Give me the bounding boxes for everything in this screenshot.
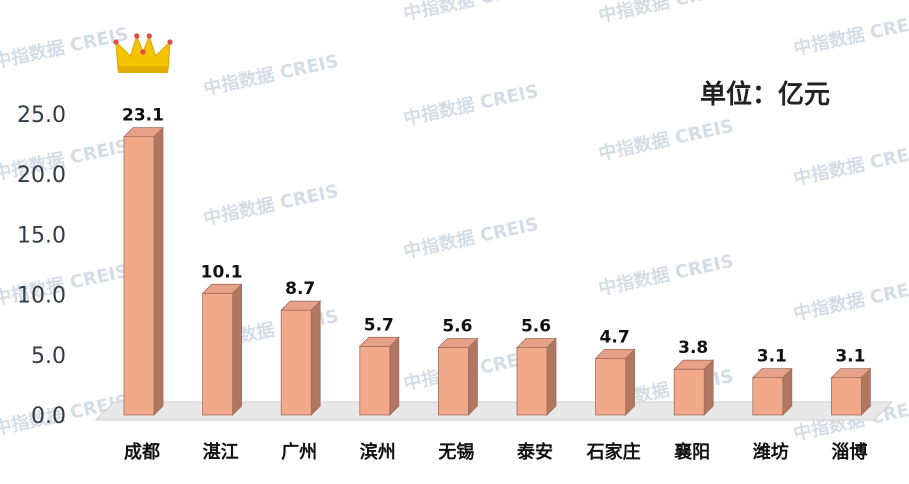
bar-淄博 (830, 367, 872, 416)
bar-side (389, 336, 400, 416)
bar-top (280, 300, 322, 311)
data-label: 10.1 (201, 262, 243, 282)
x-tick-label: 潍坊 (753, 441, 789, 463)
watermark-text: 中指数据 CREIS (401, 80, 540, 130)
bar-top (201, 283, 243, 294)
bar-top (437, 338, 479, 348)
y-tick-label: 15.0 (17, 223, 66, 248)
y-tick-label: 0.0 (31, 404, 66, 429)
crown-jewel (140, 49, 146, 55)
bar-top (123, 127, 164, 138)
bar-side (703, 359, 714, 416)
bar-side (232, 283, 243, 416)
bar-top (358, 336, 400, 347)
y-tick-label: 5.0 (31, 344, 66, 369)
y-axis: 0.0 5.0 10.0 15.0 20.0 25.0 (17, 103, 66, 429)
bar-top (516, 338, 557, 348)
bar-top (594, 348, 636, 359)
data-label: 3.8 (678, 338, 708, 358)
bar-side (546, 337, 557, 416)
watermark-text: 中指数据 CREIS (791, 140, 909, 190)
bar-石家庄 (594, 348, 636, 416)
bar-front (123, 136, 155, 416)
x-axis: 成都 湛江 广州 滨州 无锡 泰安 石家庄 襄阳 潍坊 淄博 (124, 441, 867, 463)
x-tick-label: 滨州 (360, 441, 396, 463)
data-label: 3.1 (835, 347, 865, 367)
y-tick-label: 25.0 (17, 103, 66, 128)
bar-front (831, 377, 862, 416)
data-label: 23.1 (122, 106, 164, 126)
bar-湛江 (201, 283, 243, 416)
bar-side (625, 348, 635, 416)
bar-side (153, 126, 164, 416)
watermark-text: 中指数据 CREIS (791, 10, 909, 60)
crown-jewel (146, 33, 152, 39)
x-tick-label: 无锡 (438, 441, 474, 463)
bar-潍坊 (751, 367, 793, 416)
unit-label: 单位：亿元 (700, 80, 831, 110)
bar-滨州 (358, 336, 400, 416)
watermark-text: 中指数据 CREIS (201, 50, 340, 100)
data-labels: 23.1 10.1 8.7 5.7 5.6 5.6 4.7 3.8 3.1 3.1 (122, 106, 865, 367)
bar-襄阳 (673, 359, 715, 416)
bar-front (752, 377, 784, 416)
data-label: 4.7 (600, 327, 630, 347)
y-tick-label: 20.0 (17, 163, 66, 188)
bar-无锡 (437, 337, 479, 416)
bar-泰安 (516, 337, 557, 416)
bar-side (310, 300, 321, 416)
data-label: 8.7 (285, 279, 315, 299)
x-tick-label: 淄博 (831, 441, 867, 463)
bar-series (123, 126, 872, 416)
bar-front (359, 345, 391, 416)
bar-top (830, 368, 872, 379)
watermark-text: 中指数据 CREIS (201, 180, 340, 230)
bar-front (437, 347, 469, 416)
crown-icon (113, 33, 173, 73)
x-tick-label: 成都 (124, 441, 160, 463)
crown-jewel (167, 39, 173, 45)
watermark-text: 中指数据 CREIS (596, 250, 735, 300)
bar-front (280, 309, 312, 416)
bar-front (595, 357, 626, 416)
watermark-text: 中指数据 CREIS (401, 0, 540, 25)
watermark-text: 中指数据 CREIS (791, 275, 909, 325)
y-tick-label: 10.0 (17, 284, 66, 309)
bar-front (202, 292, 234, 416)
data-label: 5.6 (521, 317, 551, 337)
data-label: 3.1 (757, 347, 787, 367)
bar-front (673, 368, 705, 416)
watermark-text: 中指数据 CREIS (596, 0, 735, 27)
x-tick-label: 泰安 (516, 441, 553, 463)
data-label: 5.6 (442, 317, 472, 337)
watermark-text: 中指数据 CREIS (0, 23, 130, 73)
x-tick-label: 襄阳 (673, 441, 710, 463)
crown-jewel (113, 39, 119, 45)
x-tick-label: 湛江 (203, 441, 239, 463)
data-label: 5.7 (364, 315, 394, 335)
x-tick-label: 石家庄 (586, 441, 641, 463)
watermark-text: 中指数据 CREIS (596, 115, 735, 165)
bar-广州 (280, 300, 322, 416)
x-tick-label: 广州 (281, 441, 317, 463)
bar-front (516, 347, 548, 416)
bar-top (673, 359, 715, 370)
crown-jewel (134, 33, 140, 39)
watermark-text: 中指数据 CREIS (401, 213, 540, 263)
bar-成都 (123, 126, 164, 416)
bar-side (467, 337, 478, 416)
crown-band (118, 66, 168, 73)
bar-top (751, 368, 793, 379)
